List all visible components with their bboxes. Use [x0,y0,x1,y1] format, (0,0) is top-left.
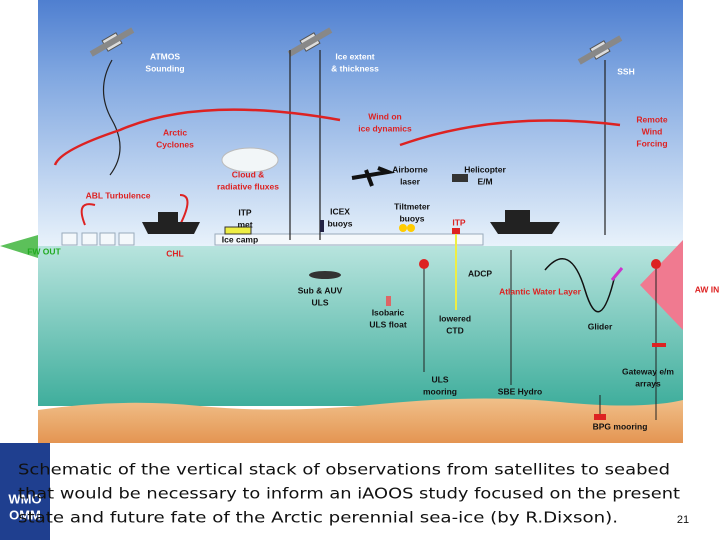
sub [309,271,341,279]
diagram-label: Tiltmeter [394,201,430,211]
gateway-sensor [652,343,666,347]
diagram-label: Arctic [163,127,187,137]
turbulence [80,203,96,226]
diagram-label: Sub & AUV [298,285,343,295]
diagram-label: ice dynamics [358,123,412,133]
buoy [320,220,324,232]
itp [452,228,460,234]
diagram-label: AW IN [695,284,720,294]
seabed [38,398,683,443]
solar-panel [287,27,333,57]
diagram-label: SBE Hydro [498,386,542,396]
ice-floe [214,233,484,246]
aw-in-arrow [640,240,683,330]
wind-arrow [399,119,621,147]
wind-arrow [53,108,341,166]
turbulence [179,194,189,226]
logo-text: OMM [9,507,41,522]
diagram-label: ABL Turbulence [86,190,151,200]
diagram-label: laser [400,176,421,186]
ice-block [99,232,116,246]
ice-block [81,232,98,246]
diagram-label: CHL [166,248,183,258]
diagram-label: Cyclones [156,139,194,149]
diagram-label: met [237,219,252,229]
iso-float [386,296,391,306]
caption-line: that would be necessary to inform an iAO… [18,485,680,503]
diagram-label: buoys [327,218,352,228]
diagram-label: ATMOS [150,51,180,61]
diagram-label: Remote [636,114,667,124]
float [651,259,661,269]
diagram-label: buoys [399,213,424,223]
logo-box [0,443,50,540]
diagram-label: FW OUT [27,246,61,256]
diagram-label: Forcing [636,138,667,148]
diagram-label: ITP [238,207,252,217]
bpg [594,414,606,420]
diagram-label: Wind on [368,111,401,121]
solar-panel [89,27,135,57]
diagram-label: ULS float [369,319,406,329]
caption-line: Schematic of the vertical stack of obser… [18,461,670,479]
diagram-label: ULS [312,297,329,307]
ship [142,212,200,234]
diagram-label: Glider [588,321,613,331]
diagram-label: Ice extent [335,51,374,61]
glider-path [544,258,616,313]
ship [490,210,560,234]
page-number: 21 [677,514,689,526]
diagram-label: & thickness [331,63,379,73]
diagram-label: mooring [423,386,457,396]
diagram-label: radiative fluxes [217,181,279,191]
diagram-label: ADCP [468,268,492,278]
buoy [407,224,415,232]
caption-line: state and future fate of the Arctic pere… [18,509,618,527]
ice-camp [224,226,252,235]
sat-beam [103,59,121,176]
diagram-label: ULS [432,374,449,384]
diagram-label: Gateway e/m [622,366,674,376]
diagram-label: CTD [446,325,463,335]
diagram-label: Wind [642,126,663,136]
diagram-label: Isobaric [372,307,405,317]
fw-out-arrow [0,235,38,258]
cloud [221,147,279,173]
float [419,259,429,269]
sky [38,0,683,246]
buoy [399,224,407,232]
diagram-label: BPG mooring [593,421,648,431]
diagram-label: E/M [477,176,492,186]
glider [610,267,624,281]
helicopter [452,174,468,182]
ice-block [61,232,78,246]
plane [351,166,396,187]
ice-block [118,232,135,246]
diagram-label: SSH [617,66,634,76]
diagram-label: Airborne [392,164,428,174]
diagram-label: Helicopter [464,164,506,174]
diagram-label: Ice camp [222,234,258,244]
diagram-label: ITP [452,217,466,227]
logo-text: WMO [8,491,41,506]
diagram-label: arrays [635,378,661,388]
ocean [38,246,683,406]
diagram-label: Cloud & [232,169,265,179]
diagram-label: ICEX [330,206,350,216]
solar-panel [577,35,623,65]
diagram-label: lowered [439,313,471,323]
diagram-label: Sounding [145,63,184,73]
diagram-label: Atlantic Water Layer [499,286,582,296]
